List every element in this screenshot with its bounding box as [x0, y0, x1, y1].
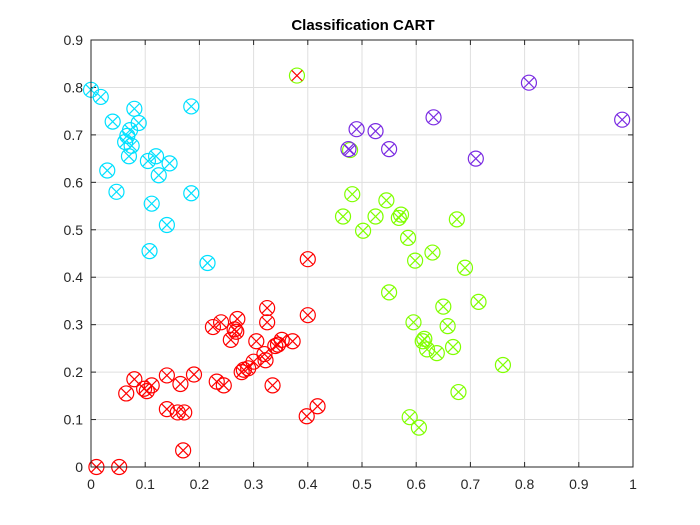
data-point: [204, 318, 222, 336]
x-tick-label: 1: [629, 476, 637, 492]
y-tick-label: 0.6: [64, 174, 84, 190]
data-point: [143, 195, 160, 212]
y-tick-label: 0.8: [64, 79, 84, 95]
x-tick-label: 0.7: [461, 476, 481, 492]
data-point: [428, 345, 445, 362]
data-point: [299, 307, 316, 324]
y-tick-label: 0: [75, 459, 83, 475]
data-point: [248, 333, 265, 350]
x-tick-label: 0.4: [298, 476, 318, 492]
data-points: [82, 67, 631, 476]
data-point: [284, 333, 301, 350]
data-point: [367, 208, 384, 225]
data-point: [176, 404, 193, 421]
data-point: [381, 141, 398, 158]
data-point: [259, 299, 276, 317]
data-point: [344, 186, 361, 203]
x-tick-label: 0.9: [569, 476, 589, 492]
data-point: [450, 383, 467, 401]
data-point: [143, 377, 160, 394]
data-point: [139, 152, 157, 170]
x-tick-label: 0.8: [515, 476, 535, 492]
data-point: [614, 111, 631, 128]
data-point: [309, 398, 326, 415]
plot-frame: [90, 39, 634, 468]
y-tick-label: 0.1: [64, 412, 84, 428]
data-point: [367, 122, 384, 140]
data-point: [212, 314, 230, 331]
data-point: [118, 385, 135, 402]
data-point: [215, 377, 232, 394]
data-point: [147, 148, 165, 165]
data-point: [264, 377, 281, 394]
x-tick-label: 0.3: [244, 476, 264, 492]
data-point: [520, 74, 538, 91]
data-point: [183, 98, 200, 115]
y-tick-label: 0.5: [64, 222, 84, 238]
data-point: [470, 293, 487, 310]
x-tick-label: 0.5: [352, 476, 372, 492]
x-tick-label: 0.1: [135, 476, 155, 492]
data-point: [199, 254, 216, 272]
data-point: [245, 353, 262, 370]
data-point: [130, 114, 147, 132]
data-point: [418, 341, 436, 358]
data-point: [161, 155, 178, 172]
y-tick-label: 0.2: [64, 364, 84, 380]
data-point: [334, 208, 352, 225]
data-point: [467, 150, 484, 167]
x-tick-label: 0: [87, 476, 95, 492]
axis-ticks: 0 0.1 0.2 0.3 0.4 0.5 0.6 0.7 0.8 0.9 1 0 0.1 0.2 0.3 0…: [64, 32, 638, 492]
data-point: [183, 185, 200, 202]
data-point: [399, 229, 417, 246]
data-point: [348, 121, 365, 138]
data-point: [298, 408, 315, 425]
data-point: [424, 244, 441, 261]
data-point: [108, 183, 125, 200]
data-point: [405, 314, 422, 331]
data-point: [407, 252, 424, 269]
data-point: [439, 317, 456, 335]
data-point: [392, 206, 410, 223]
data-point: [435, 298, 452, 315]
data-point: [425, 109, 442, 126]
data-point: [158, 216, 175, 234]
y-tick-label: 0.3: [64, 317, 84, 333]
data-point: [340, 141, 357, 158]
data-point: [354, 222, 372, 239]
data-point: [228, 323, 245, 340]
x-tick-label: 0.2: [190, 476, 210, 492]
data-point: [299, 251, 316, 268]
data-point: [175, 442, 192, 459]
data-point: [158, 367, 175, 384]
data-point: [288, 67, 306, 84]
data-point: [141, 243, 158, 260]
chart-title: Classification CART: [291, 17, 434, 34]
y-tick-label: 0.9: [64, 32, 84, 48]
y-tick-label: 0.7: [64, 127, 84, 143]
data-point: [172, 375, 189, 393]
data-point: [259, 314, 276, 331]
data-point: [494, 356, 512, 374]
data-point: [104, 113, 121, 130]
data-point: [444, 338, 462, 356]
data-point: [381, 284, 398, 301]
data-point: [150, 167, 167, 184]
data-point: [378, 192, 395, 209]
data-point: [126, 371, 143, 388]
data-point: [185, 366, 203, 383]
data-point: [257, 352, 274, 369]
data-point: [229, 310, 246, 328]
data-point: [99, 162, 116, 179]
data-point: [410, 419, 428, 436]
data-point: [92, 88, 109, 106]
x-tick-label: 0.6: [406, 476, 426, 492]
data-point: [123, 137, 140, 154]
data-point: [448, 211, 465, 228]
data-point: [401, 409, 418, 426]
data-point: [456, 259, 474, 276]
y-tick-label: 0.4: [64, 269, 84, 285]
